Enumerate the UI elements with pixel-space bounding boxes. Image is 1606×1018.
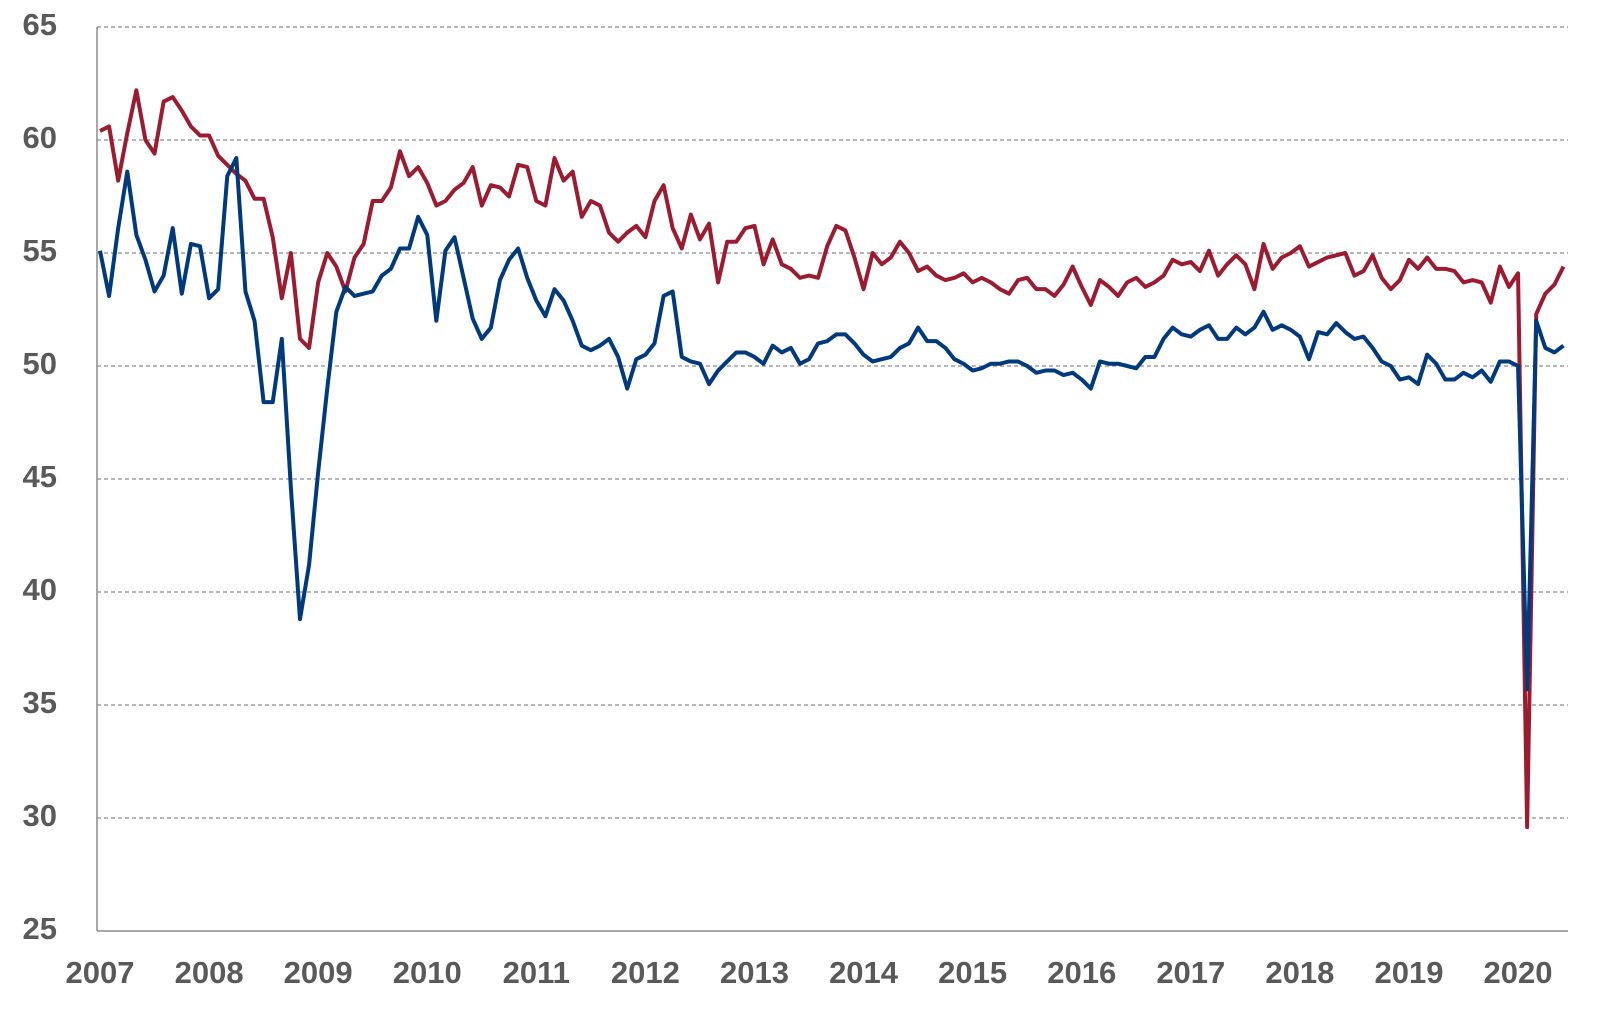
x-tick-label: 2020 xyxy=(1484,955,1553,990)
x-tick-label: 2007 xyxy=(66,955,135,990)
y-tick-label: 55 xyxy=(23,233,57,268)
x-tick-label: 2019 xyxy=(1374,955,1443,990)
y-tick-label: 35 xyxy=(23,685,57,720)
x-tick-label: 2013 xyxy=(720,955,789,990)
x-tick-label: 2008 xyxy=(175,955,244,990)
y-tick-label: 40 xyxy=(23,572,57,607)
y-tick-label: 25 xyxy=(23,911,57,946)
y-tick-label: 65 xyxy=(23,7,57,42)
x-tick-label: 2009 xyxy=(284,955,353,990)
x-tick-label: 2012 xyxy=(611,955,680,990)
x-tick-label: 2015 xyxy=(938,955,1007,990)
x-tick-label: 2018 xyxy=(1265,955,1334,990)
x-tick-label: 2016 xyxy=(1047,955,1116,990)
x-tick-label: 2010 xyxy=(393,955,462,990)
x-tick-label: 2014 xyxy=(829,955,899,990)
x-tick-label: 2017 xyxy=(1156,955,1225,990)
y-tick-label: 60 xyxy=(23,120,57,155)
y-tick-label: 45 xyxy=(23,459,57,494)
x-tick-label: 2011 xyxy=(503,955,570,990)
y-tick-label: 50 xyxy=(23,346,57,381)
y-tick-label: 30 xyxy=(23,798,57,833)
line-series xyxy=(98,156,1565,692)
